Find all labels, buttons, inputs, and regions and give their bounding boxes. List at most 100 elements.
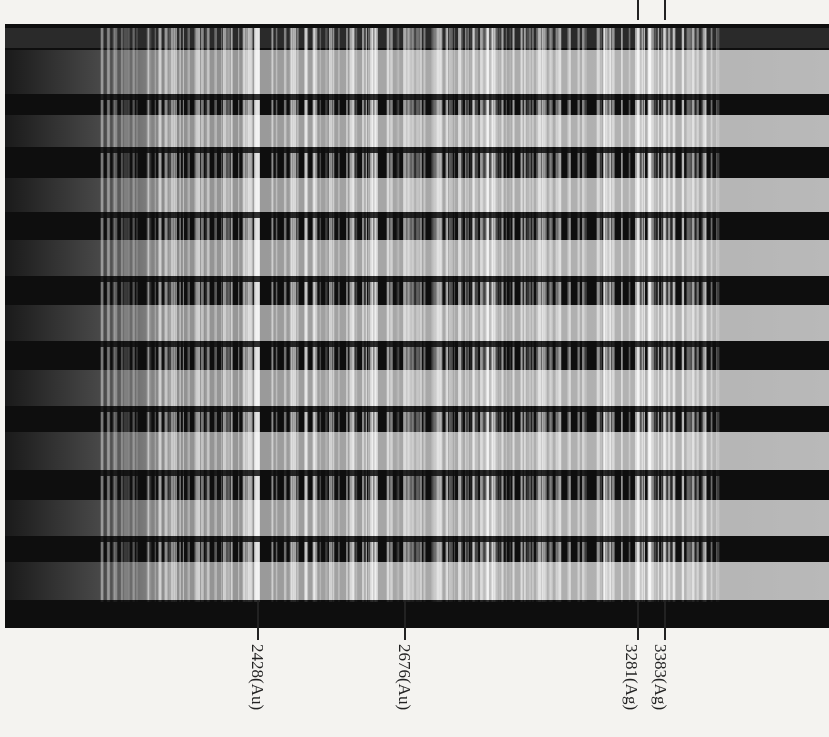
spectral-line [175, 28, 176, 602]
spectral-line [329, 28, 330, 602]
spectral-line [513, 28, 514, 602]
spectral-line [179, 28, 180, 602]
spectral-line [671, 28, 672, 602]
spectral-line [195, 28, 198, 602]
spectral-line [529, 28, 531, 602]
spectral-line [352, 28, 354, 602]
spectral-line [417, 28, 419, 602]
spectral-line [690, 28, 691, 602]
spectral-line [506, 28, 507, 602]
wavelength-label: 2676(Au) [395, 644, 414, 710]
spectral-line [691, 28, 692, 602]
spectral-line [434, 28, 436, 602]
spectral-line [165, 28, 168, 602]
spectral-line [214, 28, 217, 602]
spectral-line [123, 28, 124, 602]
spectral-line [717, 28, 719, 602]
spectral-line [655, 28, 656, 602]
spectral-line [497, 28, 498, 602]
spectral-line [226, 28, 228, 602]
spectral-line [664, 28, 667, 602]
spectral-line [483, 28, 485, 602]
spectral-line [333, 28, 334, 602]
dark-gap [5, 94, 829, 100]
spectral-line [582, 28, 584, 602]
spectral-line [248, 28, 251, 602]
spectral-line [510, 28, 511, 602]
spectral-line [228, 28, 229, 602]
spectral-line [276, 28, 278, 602]
spectral-line [121, 28, 123, 602]
spectral-line [696, 28, 698, 602]
spectral-line [271, 28, 273, 602]
spectral-line [183, 28, 184, 602]
spectral-line [168, 28, 171, 602]
spectral-line [460, 28, 463, 602]
spectral-line [159, 28, 162, 602]
spectral-line [420, 28, 422, 602]
spectral-line [196, 28, 197, 602]
spectral-line [113, 28, 116, 602]
spectral-line [682, 28, 684, 602]
spectral-line [293, 28, 296, 602]
spectral-line [355, 28, 356, 602]
spectral-line [436, 28, 439, 602]
spectral-line [362, 28, 364, 602]
spectral-line [470, 28, 471, 602]
spectral-line [295, 28, 296, 602]
spectral-line [174, 28, 175, 602]
wavelength-label: 3383(Ag) [651, 644, 670, 710]
spectral-line [257, 28, 260, 602]
dark-gap [5, 341, 829, 347]
spectral-line [356, 28, 357, 602]
spectral-line [524, 28, 526, 602]
spectral-line [407, 28, 409, 602]
spectral-line [404, 28, 407, 602]
spectral-line [315, 28, 317, 602]
spectral-line [231, 28, 232, 602]
spectral-line [297, 28, 298, 602]
spectral-line [221, 28, 222, 602]
spectral-line [491, 28, 493, 602]
spectral-line [366, 28, 367, 602]
dark-gap [5, 147, 829, 153]
dark-gap [5, 536, 829, 542]
spectral-line [465, 28, 466, 602]
spectral-line [133, 28, 134, 602]
spectral-line [669, 28, 670, 602]
spectral-line [673, 28, 676, 602]
spectral-line [487, 28, 489, 602]
spectral-line [549, 28, 551, 602]
dark-gap [5, 470, 829, 476]
spectral-line [243, 28, 246, 602]
spectral-line [389, 28, 390, 602]
dark-gap [5, 600, 829, 606]
spectral-line [499, 28, 501, 602]
spectral-line [368, 28, 369, 602]
dark-gap [5, 212, 829, 218]
spectral-line [567, 28, 570, 602]
spectral-line [305, 28, 307, 602]
spectral-line [251, 28, 253, 602]
spectral-line [325, 28, 327, 602]
spectral-line [494, 28, 496, 602]
spectral-line [338, 28, 340, 602]
spectral-line [606, 28, 608, 602]
spectral-line [661, 28, 662, 602]
spectral-line [539, 28, 542, 602]
spectral-line [711, 28, 713, 602]
spectral-line [155, 28, 156, 602]
spectral-line [648, 28, 651, 602]
wavelength-label: 3281(Ag) [622, 644, 641, 710]
spectral-line [622, 28, 623, 602]
spectral-line [171, 28, 173, 602]
spectral-line [521, 28, 523, 602]
spectral-line [532, 28, 534, 602]
spectral-line [187, 28, 190, 602]
spectral-line [201, 28, 204, 602]
spectral-line [577, 28, 579, 602]
spectral-line [413, 28, 415, 602]
spectral-line [449, 28, 451, 602]
dark-gap [5, 276, 829, 282]
spectral-line [290, 28, 292, 602]
